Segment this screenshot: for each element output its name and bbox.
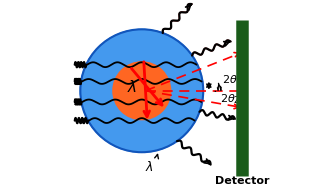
Circle shape	[80, 29, 203, 152]
Text: Detector: Detector	[215, 176, 270, 186]
Text: $\lambda$: $\lambda$	[145, 160, 154, 174]
Text: $\lambda$: $\lambda$	[127, 79, 137, 95]
Circle shape	[113, 62, 171, 120]
Text: $2\theta_1$: $2\theta_1$	[222, 74, 242, 88]
Text: $2\theta_2$: $2\theta_2$	[220, 92, 240, 106]
